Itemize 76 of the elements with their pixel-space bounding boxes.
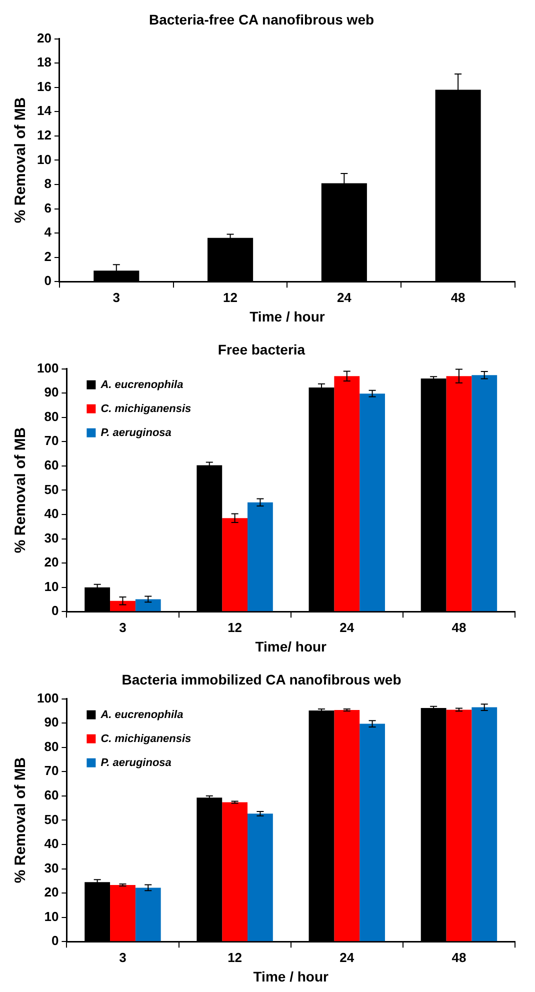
y-tick-label: 18 [36, 54, 52, 70]
y-tick-label: 70 [44, 433, 59, 448]
y-tick-label: 60 [44, 788, 59, 802]
bar [446, 376, 472, 612]
y-tick-label: 30 [44, 860, 59, 876]
bar [248, 814, 273, 942]
y-tick-label: 60 [44, 458, 59, 472]
x-tick-label: 3 [119, 950, 126, 965]
y-tick-label: 80 [44, 408, 59, 424]
y-axis-title: % Removal of MB [12, 757, 30, 884]
x-tick-label: 48 [452, 620, 466, 635]
y-tick-label: 100 [36, 690, 59, 706]
bar [446, 710, 472, 942]
y-tick-label: 10 [44, 578, 59, 594]
legend-label: A. eucrenophila [100, 708, 184, 721]
bar [135, 888, 161, 942]
y-tick-label: 0 [51, 933, 59, 948]
y-tick-label: 100 [36, 360, 59, 376]
y-tick-label: 14 [36, 103, 52, 118]
y-tick-label: 20 [44, 884, 59, 900]
y-tick-label: 70 [44, 763, 59, 778]
x-tick-label: 48 [450, 290, 466, 305]
x-tick-label: 3 [112, 290, 120, 305]
x-tick-label: 24 [336, 290, 352, 305]
y-axis-title: % Removal of MB [12, 97, 30, 224]
x-tick-label: 12 [228, 950, 242, 965]
legend-label: P. aeruginosa [100, 756, 172, 769]
y-tick-label: 40 [44, 506, 59, 522]
y-tick-label: 30 [44, 530, 59, 546]
y-tick-label: 16 [36, 78, 52, 94]
x-tick-label: 24 [340, 620, 355, 635]
y-tick-label: 10 [44, 908, 59, 924]
x-axis-title: Time/ hour [255, 638, 328, 654]
bar [222, 518, 248, 612]
y-tick-label: 0 [44, 273, 52, 288]
x-tick-label: 48 [452, 950, 466, 965]
bar [110, 885, 136, 942]
y-tick-label: 80 [44, 738, 59, 754]
y-tick-label: 40 [44, 836, 59, 852]
y-tick-label: 50 [44, 812, 59, 827]
chart-title: Bacteria immobilized CA nanofibrous web [122, 671, 402, 688]
legend-label: A. eucrenophila [100, 378, 184, 391]
chart-title: Bacteria-free CA nanofibrous web [148, 11, 374, 28]
y-tick-label: 20 [36, 30, 52, 46]
bar [110, 600, 136, 612]
y-tick-label: 50 [44, 482, 59, 497]
bar [360, 724, 385, 942]
y-tick-label: 90 [44, 714, 59, 730]
bar [472, 375, 498, 612]
y-tick-label: 4 [44, 224, 52, 240]
y-tick-label: 20 [44, 554, 59, 570]
chart-title: Free bacteria [218, 341, 306, 358]
x-tick-label: 12 [228, 620, 242, 635]
y-tick-label: 0 [51, 603, 59, 618]
bar [135, 599, 161, 612]
bar [222, 802, 248, 942]
bar [334, 710, 360, 942]
y-tick-label: 10 [36, 152, 52, 167]
x-tick-label: 12 [223, 290, 238, 305]
y-tick-label: 12 [36, 128, 52, 142]
bar [472, 707, 498, 942]
x-axis-title: Time / hour [250, 308, 326, 324]
bar [334, 376, 360, 612]
bar [360, 394, 385, 612]
y-tick-label: 6 [44, 200, 52, 216]
y-tick-label: 90 [44, 384, 59, 400]
y-tick-label: 8 [44, 176, 52, 192]
y-tick-label: 2 [44, 248, 52, 264]
x-axis-title: Time / hour [253, 968, 329, 984]
bar [248, 502, 273, 612]
y-axis-title: % Removal of MB [12, 427, 30, 554]
x-tick-label: 3 [119, 620, 126, 635]
legend-label: C. michiganensis [100, 732, 192, 745]
legend-label: P. aeruginosa [100, 426, 172, 439]
legend-label: C. michiganensis [100, 402, 192, 415]
x-tick-label: 24 [340, 950, 355, 965]
